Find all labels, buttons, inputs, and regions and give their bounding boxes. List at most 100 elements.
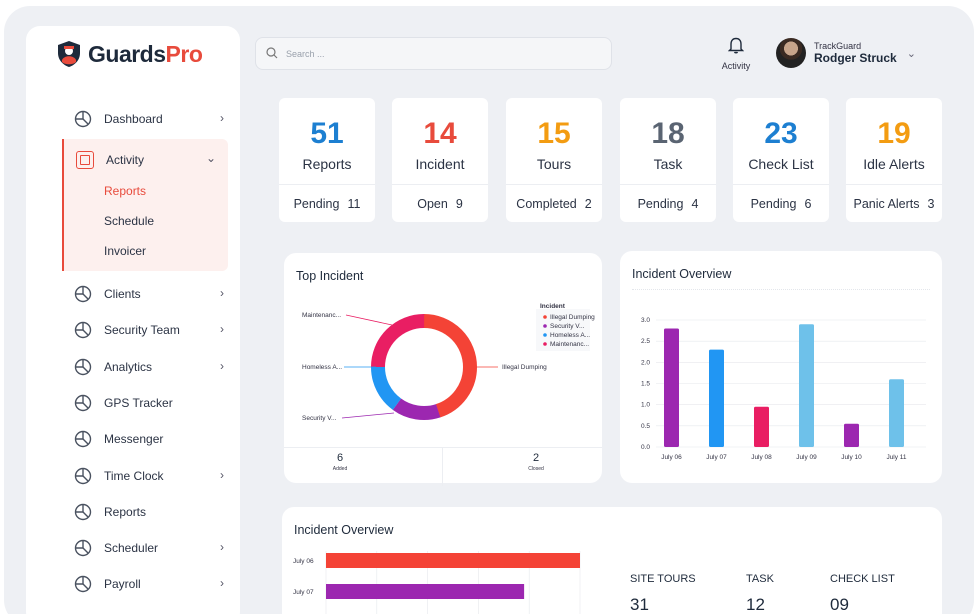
user-name: Rodger Struck <box>814 51 897 65</box>
search-input[interactable]: Search ... <box>255 37 612 70</box>
top-incident-footer: 6 Added 2 Closed <box>284 447 602 486</box>
panel-title: Incident Overview <box>294 523 394 537</box>
stat-footer: Completed 2 <box>506 184 602 222</box>
bar[interactable] <box>709 349 724 447</box>
sidebar-item-8[interactable]: Scheduler › <box>74 536 224 560</box>
stat-label: Tours <box>536 156 572 172</box>
legend-entry: Homeless A... <box>550 332 590 339</box>
bell-icon <box>727 37 745 54</box>
sidebar-item-label: Scheduler <box>104 541 159 555</box>
stat-label: Check List <box>748 156 814 172</box>
menu-item-icon <box>74 110 92 128</box>
x-tick-label: July 06 <box>661 454 682 461</box>
x-tick-label: July 09 <box>796 454 817 461</box>
stat-footer-label: Completed <box>516 196 577 211</box>
stat-card[interactable]: 51 Reports Pending 11 <box>279 98 375 222</box>
stat-footer: Pending 4 <box>620 184 716 222</box>
x-tick-label: July 07 <box>706 454 727 461</box>
divider <box>442 448 443 486</box>
stat-footer-label: Pending <box>293 196 340 211</box>
stat-footer-value: 6 <box>804 196 812 211</box>
stat-value: 51 <box>310 117 344 150</box>
y-tick-label: 3.0 <box>641 317 650 324</box>
top-incident-donut-chart: Illegal Dumping Security V... Homeless A..… <box>302 303 595 425</box>
x-tick-label: July 10 <box>841 454 862 461</box>
chart-legend: Incident Illegal Dumping Security V... Home… <box>536 303 595 351</box>
sidebar-item-label: GPS Tracker <box>104 396 173 410</box>
user-org: TrackGuard <box>814 41 862 51</box>
x-tick-label: July 08 <box>751 454 772 461</box>
task-label: TASK <box>746 573 774 585</box>
sidebar-item-7[interactable]: Reports <box>74 500 224 524</box>
slice-label: Homeless A... <box>302 364 342 371</box>
sidebar-item-3[interactable]: Analytics › <box>74 355 224 379</box>
y-tick-label: July 07 <box>293 589 314 596</box>
stat-label: Reports <box>302 156 352 172</box>
sidebar-item-4[interactable]: GPS Tracker <box>74 391 224 415</box>
y-tick-label: July 06 <box>293 558 314 565</box>
sidebar-item-2[interactable]: Security Team › <box>74 318 224 342</box>
stat-card[interactable]: 23 Check List Pending 6 <box>733 98 829 222</box>
sidebar-subitem-schedule[interactable]: Schedule <box>104 214 155 228</box>
divider <box>632 289 930 290</box>
y-tick-label: 0.5 <box>641 423 650 430</box>
bar[interactable] <box>799 324 814 447</box>
stat-card[interactable]: 14 Incident Open 9 <box>392 98 488 222</box>
guard-shield-icon <box>58 41 80 67</box>
menu-item-icon <box>74 539 92 557</box>
bar[interactable] <box>889 379 904 447</box>
sidebar-subitem-reports[interactable]: Reports <box>104 184 147 198</box>
hbar[interactable] <box>326 553 580 568</box>
sidebar-item-5[interactable]: Messenger <box>74 427 224 451</box>
stat-footer-label: Open <box>417 196 448 211</box>
sidebar-item-0[interactable]: Dashboard › <box>74 107 224 131</box>
stat-footer-value: 11 <box>347 196 361 211</box>
bar[interactable] <box>754 406 769 447</box>
legend-entry: Maintenanc... <box>550 341 589 348</box>
x-tick-label: July 11 <box>886 454 906 461</box>
chevron-right-icon: › <box>220 111 224 125</box>
sidebar: GuardsPro <box>26 26 240 614</box>
stat-value: 18 <box>651 117 685 150</box>
brand-logo[interactable]: GuardsPro <box>56 40 203 68</box>
stat-card[interactable]: 18 Task Pending 4 <box>620 98 716 222</box>
chevron-down-icon[interactable]: ⌄ <box>906 47 916 60</box>
donut-slice[interactable] <box>371 314 477 420</box>
stat-card[interactable]: 15 Tours Completed 2 <box>506 98 602 222</box>
activity-header[interactable]: Activity <box>76 151 144 169</box>
sidebar-item-9[interactable]: Payroll › <box>74 572 224 596</box>
stat-footer: Pending 11 <box>279 184 375 222</box>
stat-label: Task <box>653 156 683 172</box>
user-menu[interactable]: TrackGuard Rodger Struck ⌄ <box>776 38 916 68</box>
hbar[interactable] <box>326 584 525 599</box>
panel-title: Incident Overview <box>632 267 732 281</box>
avatar[interactable] <box>776 38 806 68</box>
stat-value: 23 <box>764 117 798 150</box>
donut-slice[interactable] <box>366 309 482 425</box>
closed-label: Closed <box>528 466 544 472</box>
sidebar-item-label: Dashboard <box>104 112 163 126</box>
sidebar-item-activity[interactable]: Activity ⌄ Reports Schedule Invoicer <box>62 139 228 271</box>
y-tick-label: 1.0 <box>641 402 650 409</box>
stat-footer-label: Pending <box>750 196 797 211</box>
stat-label: Incident <box>415 156 465 172</box>
bar[interactable] <box>664 328 679 447</box>
stat-card[interactable]: 19 Idle Alerts Panic Alerts 3 <box>846 98 942 222</box>
stat-footer-value: 2 <box>584 196 592 211</box>
activity-bell-button[interactable]: Activity <box>716 36 756 71</box>
legend-swatch <box>543 324 547 328</box>
sidebar-subitem-invoicer[interactable]: Invoicer <box>104 244 147 258</box>
sidebar-item-1[interactable]: Clients › <box>74 282 224 306</box>
legend-entry: Illegal Dumping <box>550 314 595 321</box>
site-tours-label: SITE TOURS <box>630 573 696 585</box>
leader-line <box>345 314 393 326</box>
legend-swatch <box>543 333 547 337</box>
search-placeholder: Search ... <box>286 48 325 59</box>
chevron-down-icon[interactable]: ⌄ <box>205 151 216 165</box>
stat-label: Idle Alerts <box>863 156 925 172</box>
incident-overview-hbar-chart: July 06 July 07 <box>293 551 581 614</box>
sidebar-item-6[interactable]: Time Clock › <box>74 464 224 488</box>
closed-value: 2 <box>532 452 540 464</box>
menu-item-icon <box>74 321 92 339</box>
bar[interactable] <box>844 423 859 447</box>
